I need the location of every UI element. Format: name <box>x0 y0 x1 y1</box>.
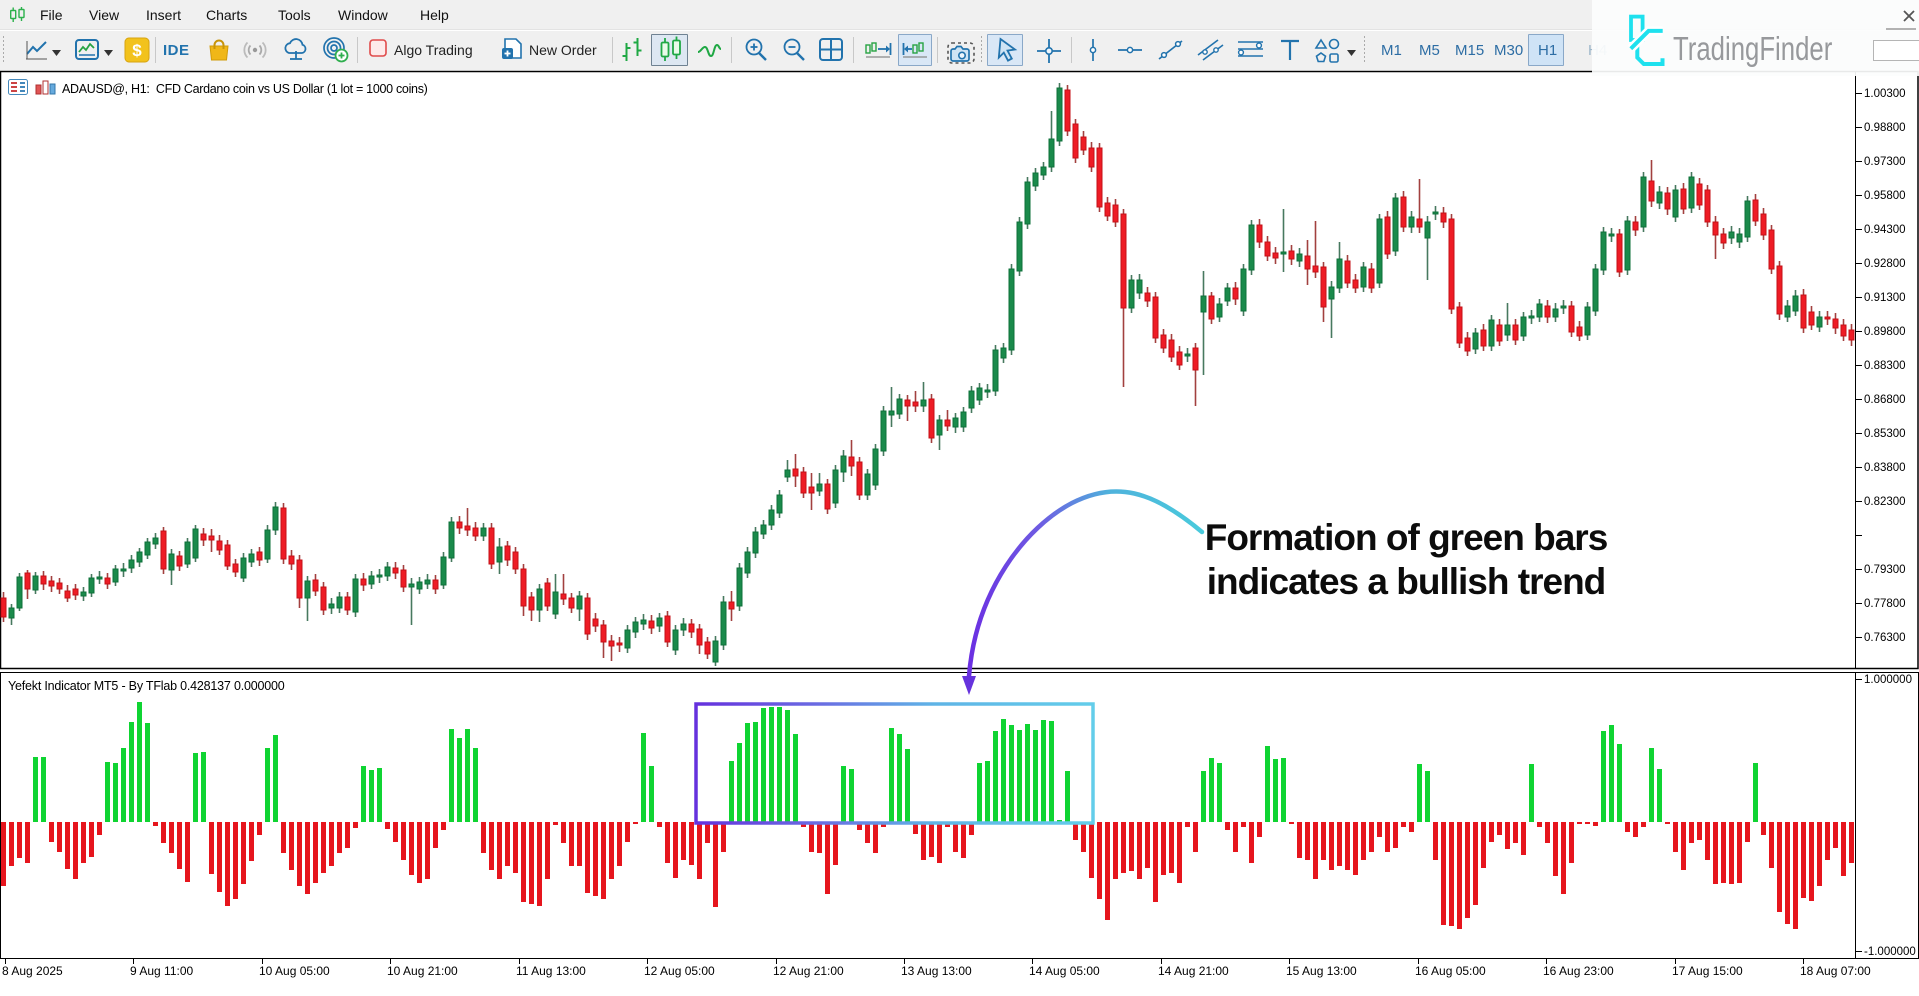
svg-text:11 Aug 13:00: 11 Aug 13:00 <box>516 964 586 978</box>
svg-text:0.82300: 0.82300 <box>1864 496 1906 508</box>
svg-text:15 Aug 13:00: 15 Aug 13:00 <box>1286 964 1357 978</box>
svg-text:0.86800: 0.86800 <box>1864 394 1906 406</box>
svg-text:12 Aug 21:00: 12 Aug 21:00 <box>773 964 844 978</box>
svg-text:9 Aug 11:00: 9 Aug 11:00 <box>130 964 193 978</box>
svg-text:0.92800: 0.92800 <box>1864 258 1906 270</box>
svg-text:$: $ <box>132 41 142 60</box>
svg-text:18 Aug 07:00: 18 Aug 07:00 <box>1800 964 1871 978</box>
svg-text:14 Aug 21:00: 14 Aug 21:00 <box>1158 964 1229 978</box>
svg-text:0.76300: 0.76300 <box>1864 632 1906 644</box>
svg-text:-1.000000: -1.000000 <box>1864 946 1916 958</box>
svg-text:1.00300: 1.00300 <box>1864 88 1906 100</box>
svg-text:14 Aug 05:00: 14 Aug 05:00 <box>1029 964 1100 978</box>
svg-text:1.000000: 1.000000 <box>1864 674 1912 686</box>
svg-text:0.77800: 0.77800 <box>1864 598 1906 610</box>
svg-text:0.89800: 0.89800 <box>1864 326 1906 338</box>
svg-text:0.97300: 0.97300 <box>1864 156 1906 168</box>
svg-text:0.83800: 0.83800 <box>1864 462 1906 474</box>
svg-text:0.79300: 0.79300 <box>1864 564 1906 576</box>
svg-text:0.88300: 0.88300 <box>1864 360 1906 372</box>
svg-text:12 Aug 05:00: 12 Aug 05:00 <box>644 964 715 978</box>
svg-text:0.95800: 0.95800 <box>1864 190 1906 202</box>
svg-text:16 Aug 05:00: 16 Aug 05:00 <box>1415 964 1486 978</box>
svg-text:10 Aug 05:00: 10 Aug 05:00 <box>259 964 330 978</box>
svg-text:0.94300: 0.94300 <box>1864 224 1906 236</box>
svg-text:8 Aug 2025: 8 Aug 2025 <box>2 964 63 978</box>
svg-text:16 Aug 23:00: 16 Aug 23:00 <box>1543 964 1614 978</box>
svg-text:17 Aug 15:00: 17 Aug 15:00 <box>1672 964 1743 978</box>
svg-text:10 Aug 21:00: 10 Aug 21:00 <box>387 964 458 978</box>
svg-text:0.91300: 0.91300 <box>1864 292 1906 304</box>
svg-text:0.85300: 0.85300 <box>1864 428 1906 440</box>
svg-text:0.98800: 0.98800 <box>1864 122 1906 134</box>
svg-text:13 Aug 13:00: 13 Aug 13:00 <box>901 964 972 978</box>
